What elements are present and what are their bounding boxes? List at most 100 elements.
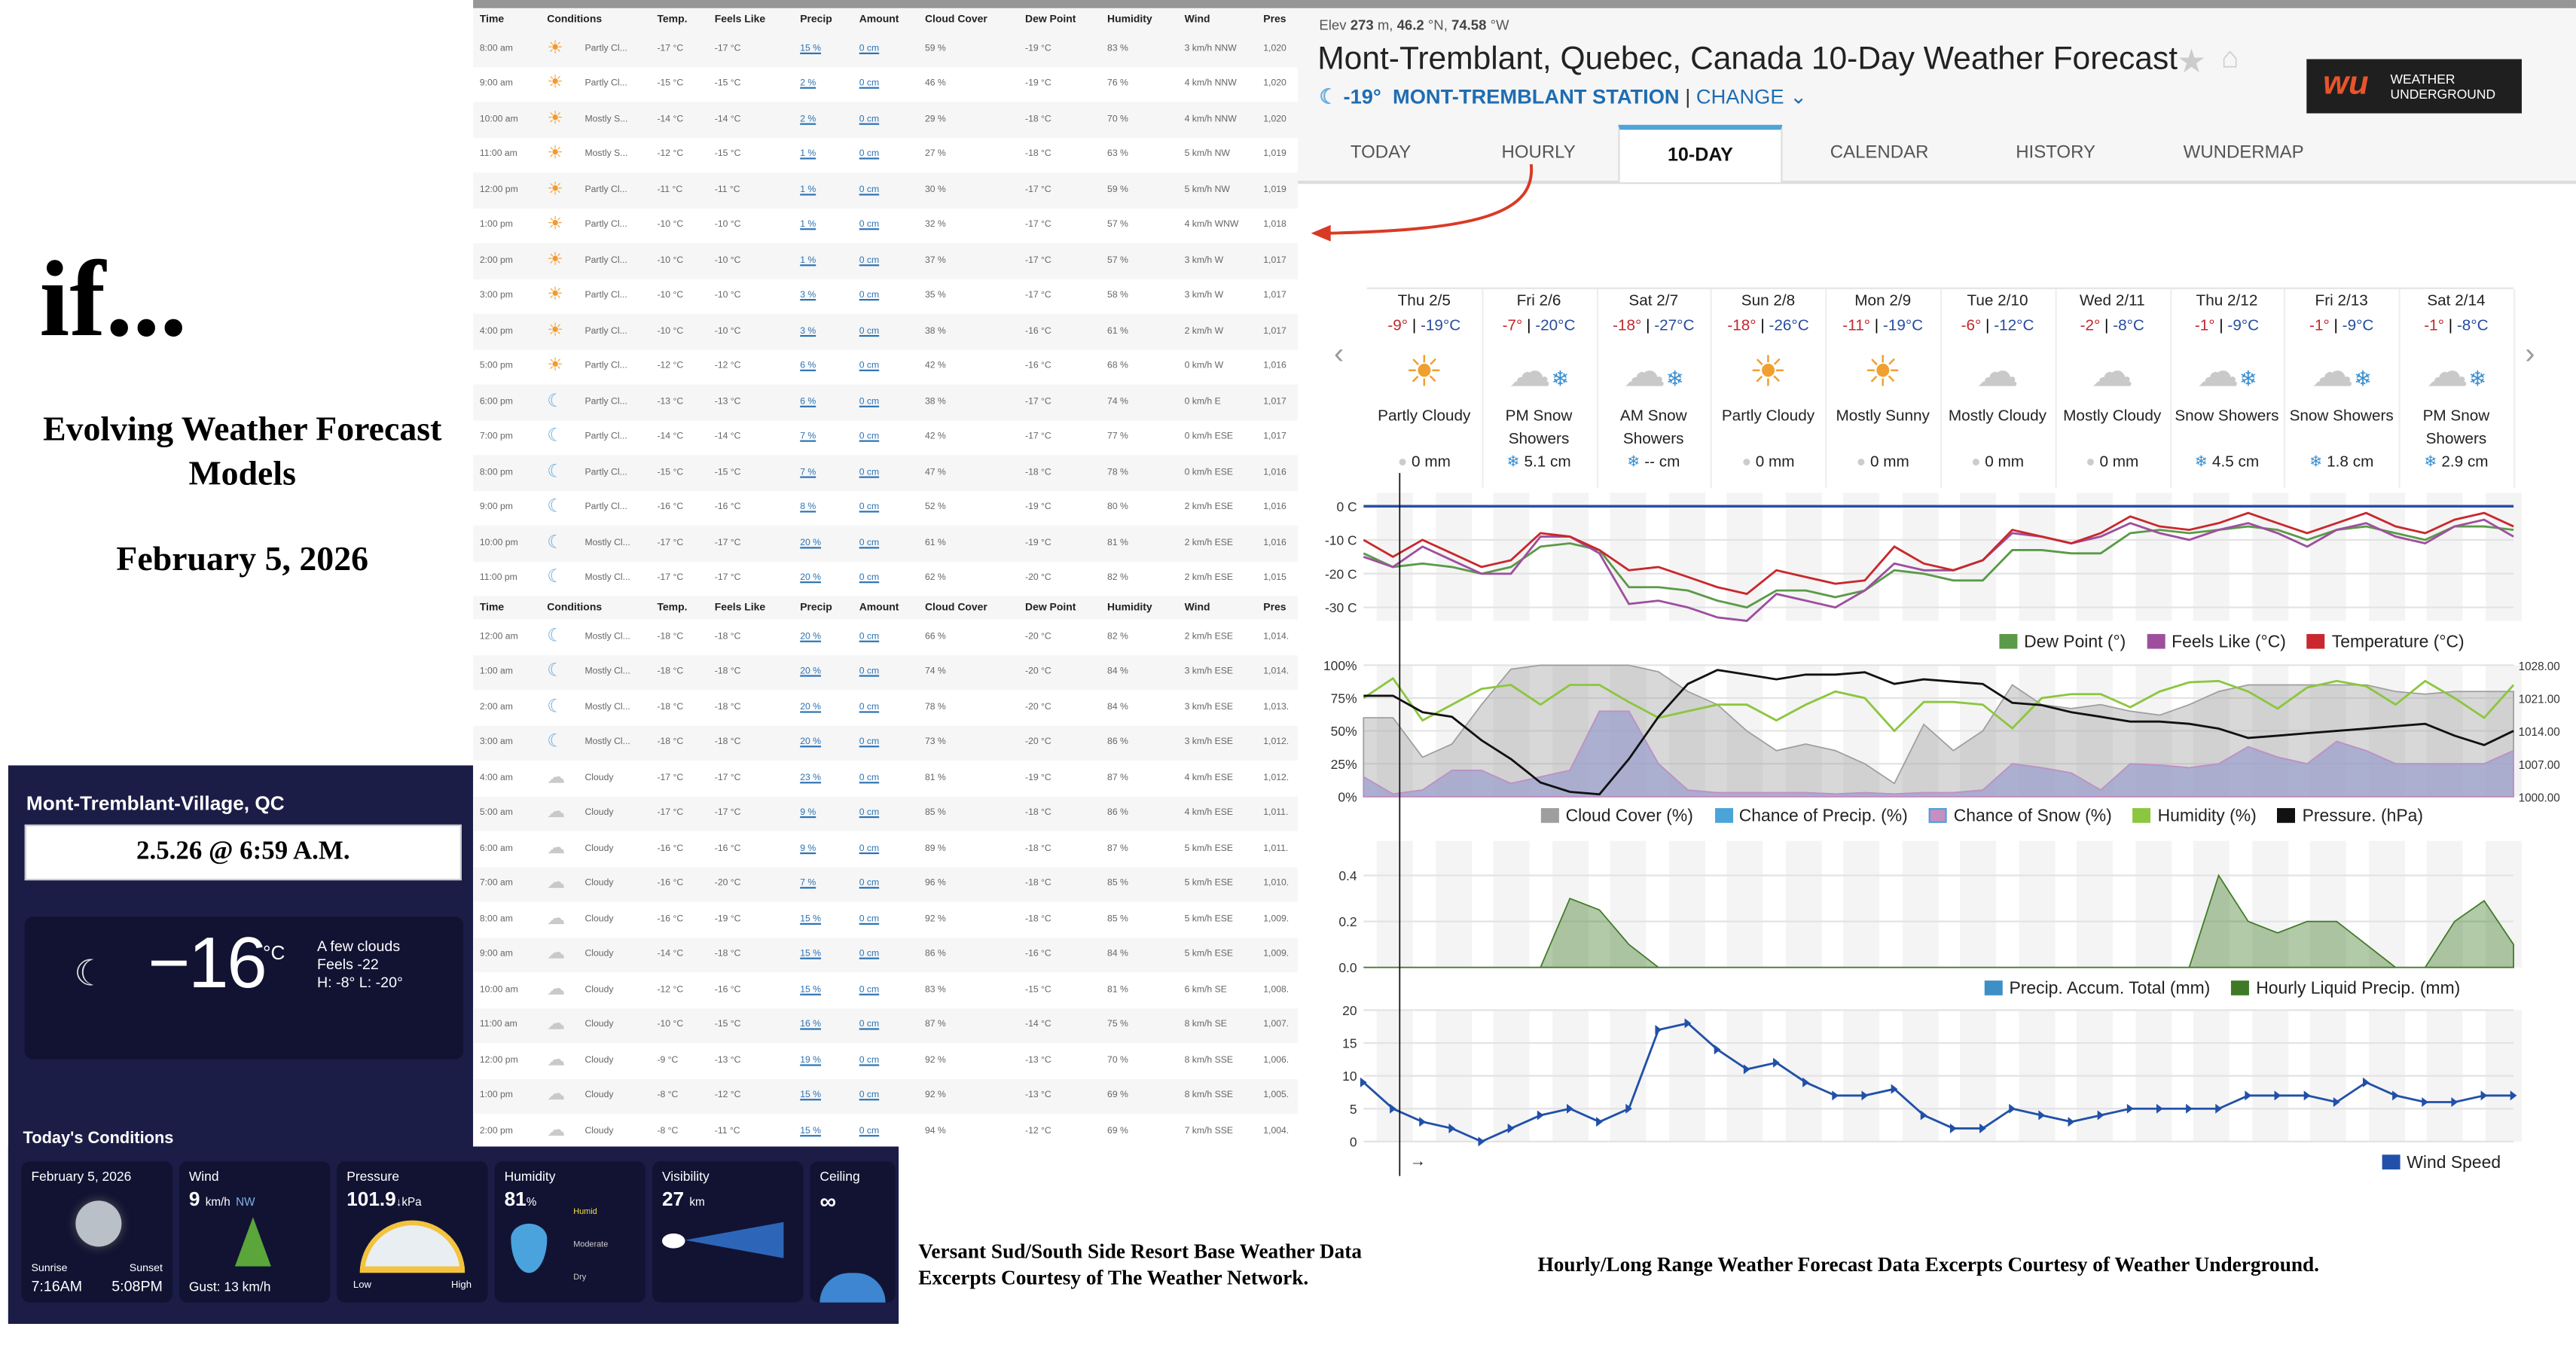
precip-cell[interactable]: 20 % <box>800 702 822 713</box>
precip-cell[interactable]: 20 % <box>800 632 822 642</box>
precip-cell[interactable]: 15 % <box>800 985 822 996</box>
amount-cell[interactable]: 0 cm <box>859 808 880 819</box>
precip-cell[interactable]: 20 % <box>800 737 822 748</box>
amount-cell[interactable]: 0 cm <box>859 255 880 266</box>
precip-cell[interactable]: 1 % <box>800 150 816 160</box>
cloud-cover-cell: 94 % <box>924 1126 946 1136</box>
amount-cell[interactable]: 0 cm <box>859 468 880 478</box>
precip-cell[interactable]: 15 % <box>800 914 822 925</box>
amount-cell[interactable]: 0 cm <box>859 502 880 514</box>
precip-cell[interactable]: 9 % <box>800 843 816 854</box>
amount-cell[interactable]: 0 cm <box>859 397 880 407</box>
night-band <box>2076 493 2113 621</box>
precip-cell[interactable]: 9 % <box>800 808 816 819</box>
temp-cell: -14 °C <box>657 114 684 125</box>
day-column[interactable]: Fri 2/6 -7° | -20°C ☁❄ PM Snow Showers ❄… <box>1482 288 1598 488</box>
amount-cell[interactable]: 0 cm <box>859 773 880 783</box>
precip-cell[interactable]: 7 % <box>800 468 816 478</box>
tab-wundermap[interactable]: WUNDERMAP <box>2183 142 2304 163</box>
day-column[interactable]: Sat 2/14 -1° | -8°C ☁❄ PM Snow Showers ❄… <box>2399 288 2516 488</box>
amount-cell[interactable]: 0 cm <box>859 667 880 678</box>
amount-cell[interactable]: 0 cm <box>859 1020 880 1031</box>
precip-cell[interactable]: 1 % <box>800 220 816 230</box>
amount-cell[interactable]: 0 cm <box>859 184 880 196</box>
precip-cell[interactable]: 20 % <box>800 573 822 584</box>
home-icon[interactable]: ⌂ <box>2220 41 2239 75</box>
precip-cell[interactable]: 8 % <box>800 502 816 514</box>
precip-cell[interactable]: 2 % <box>800 79 816 90</box>
precip-cell[interactable]: 15 % <box>800 950 822 960</box>
day-column[interactable]: Mon 2/9 -11° | -19°C ☀ Mostly Sunny ● 0 … <box>1826 288 1943 488</box>
day-column[interactable]: Wed 2/11 -2° | -8°C ☁ Mostly Cloudy ● 0 … <box>2055 288 2172 488</box>
day-column[interactable]: Sat 2/7 -18° | -27°C ☁❄ AM Snow Showers … <box>1596 288 1713 488</box>
change-button[interactable]: CHANGE <box>1695 85 1784 108</box>
amount-cell[interactable]: 0 cm <box>859 326 880 337</box>
amount-cell[interactable]: 0 cm <box>859 432 880 443</box>
precip-cell[interactable]: 7 % <box>800 879 816 889</box>
star-icon[interactable]: ★ <box>2176 44 2207 81</box>
amount-cell[interactable]: 0 cm <box>859 150 880 160</box>
precip-cell[interactable]: 15 % <box>800 1126 822 1136</box>
weather-underground-logo[interactable]: wu WEATHER UNDERGROUND <box>2306 59 2522 114</box>
amount-cell[interactable]: 0 cm <box>859 1055 880 1066</box>
precip-amount: ❄ 1.8 cm <box>2285 453 2399 471</box>
tab-hourly[interactable]: HOURLY <box>1501 142 1576 163</box>
day-column[interactable]: Thu 2/12 -1° | -9°C ☁❄ Snow Showers ❄ 4.… <box>2169 288 2286 488</box>
tab-history[interactable]: HISTORY <box>2016 142 2095 163</box>
amount-cell[interactable]: 0 cm <box>859 538 880 548</box>
day-column[interactable]: Thu 2/5 -9° | -19°C ☀ Partly Cloudy ● 0 … <box>1367 288 1484 488</box>
precip-cell[interactable]: 19 % <box>800 1055 822 1066</box>
precip-cell[interactable]: 1 % <box>800 255 816 266</box>
precip-cell[interactable]: 1 % <box>800 184 816 196</box>
tab-10-day[interactable]: 10-DAY <box>1618 124 1783 183</box>
temp-cell: -15 °C <box>657 79 684 90</box>
tab-today[interactable]: TODAY <box>1350 142 1412 163</box>
amount-cell[interactable]: 0 cm <box>859 291 880 301</box>
day-column[interactable]: Tue 2/10 -6° | -12°C ☁ Mostly Cloudy ● 0… <box>1940 288 2057 488</box>
amount-cell[interactable]: 0 cm <box>859 702 880 713</box>
amount-cell[interactable]: 0 cm <box>859 914 880 925</box>
amount-cell[interactable]: 0 cm <box>859 985 880 996</box>
wind-title: Wind <box>188 1169 219 1185</box>
humidity-cell: 63 % <box>1107 150 1128 160</box>
previous-arrow-icon[interactable]: ‹ <box>1334 337 1344 370</box>
amount-cell[interactable]: 0 cm <box>859 573 880 584</box>
chevron-down-icon[interactable]: ⌄ <box>1790 85 1808 108</box>
precip-cell[interactable]: 3 % <box>800 326 816 337</box>
precip-cell[interactable]: 7 % <box>800 432 816 443</box>
day-name: Mon 2/9 <box>1854 292 1912 311</box>
amount-cell[interactable]: 0 cm <box>859 843 880 854</box>
wind-direction-marker <box>2451 1096 2458 1108</box>
moon-icon <box>75 1200 122 1247</box>
precip-cell[interactable]: 6 % <box>800 397 816 407</box>
amount-cell[interactable]: 0 cm <box>859 632 880 642</box>
amount-cell[interactable]: 0 cm <box>859 44 880 54</box>
tab-calendar[interactable]: CALENDAR <box>1830 142 1929 163</box>
precip-cell[interactable]: 2 % <box>800 114 816 125</box>
next-arrow-icon[interactable]: › <box>2525 337 2535 370</box>
precip-cell[interactable]: 16 % <box>800 1020 822 1031</box>
amount-cell[interactable]: 0 cm <box>859 79 880 90</box>
precip-cell[interactable]: 3 % <box>800 291 816 301</box>
day-column[interactable]: Fri 2/13 -1° | -9°C ☁❄ Snow Showers ❄ 1.… <box>2285 288 2401 488</box>
precip-cell[interactable]: 20 % <box>800 538 822 548</box>
amount-cell[interactable]: 0 cm <box>859 220 880 230</box>
amount-cell[interactable]: 0 cm <box>859 879 880 889</box>
precip-cell[interactable]: 20 % <box>800 667 822 678</box>
wind-cell: 5 km/h ESE <box>1184 879 1234 889</box>
precip-cell[interactable]: 15 % <box>800 1090 822 1101</box>
precip-amount: ● 0 mm <box>1826 453 1940 471</box>
amount-cell[interactable]: 0 cm <box>859 114 880 125</box>
cloud-cover-cell: 85 % <box>924 808 946 819</box>
precip-cell[interactable]: 6 % <box>800 361 816 372</box>
day-column[interactable]: Sun 2/8 -18° | -26°C ☀ Partly Cloudy ● 0… <box>1711 288 1827 488</box>
station-link[interactable]: MONT-TREMBLANT STATION <box>1392 85 1680 108</box>
amount-cell[interactable]: 0 cm <box>859 1126 880 1136</box>
amount-cell[interactable]: 0 cm <box>859 1090 880 1101</box>
precip-cell[interactable]: 23 % <box>800 773 822 783</box>
amount-cell[interactable]: 0 cm <box>859 950 880 960</box>
precip-cell[interactable]: 15 % <box>800 44 822 54</box>
amount-cell[interactable]: 0 cm <box>859 737 880 748</box>
hi-lo: -6° | -12°C <box>1961 316 2034 335</box>
amount-cell[interactable]: 0 cm <box>859 361 880 372</box>
